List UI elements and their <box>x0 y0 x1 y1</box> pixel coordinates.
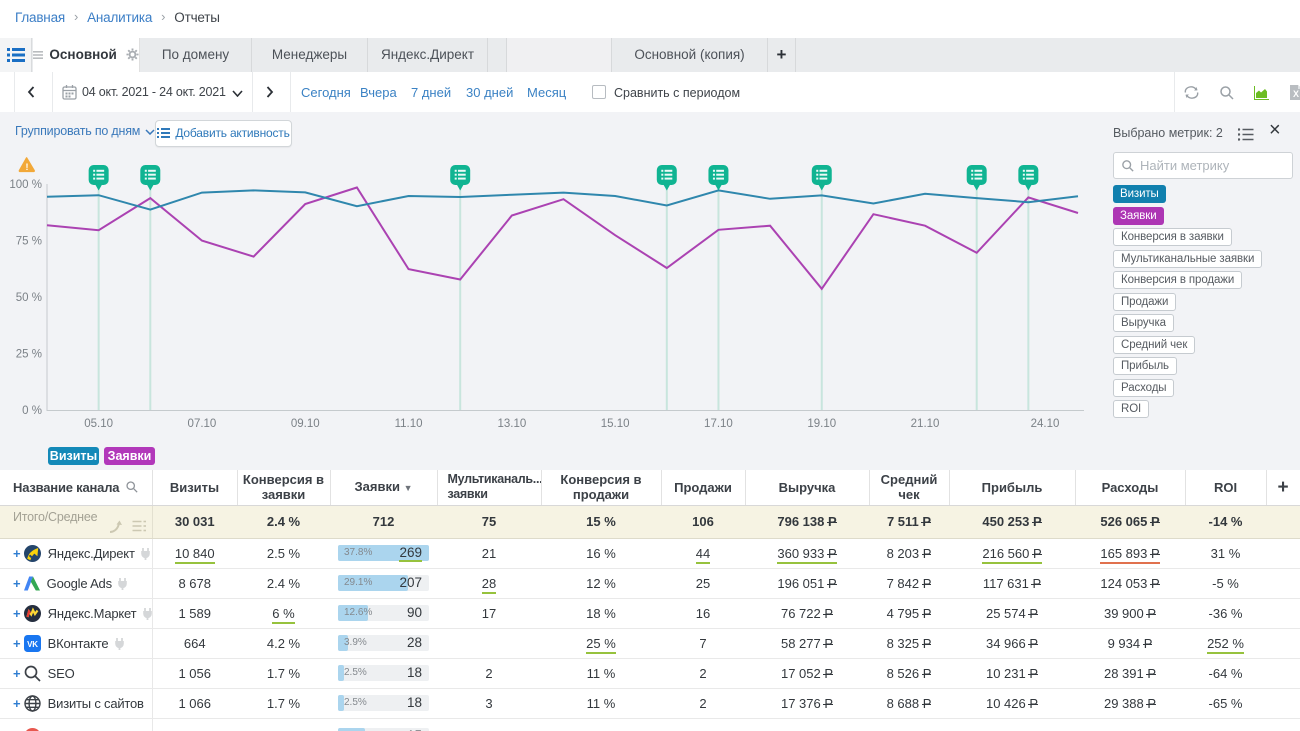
svg-text:100 %: 100 % <box>9 179 42 191</box>
svg-text:17.10: 17.10 <box>704 418 733 430</box>
svg-text:75 %: 75 % <box>16 236 42 248</box>
svg-text:0 %: 0 % <box>22 405 42 417</box>
svg-text:11.10: 11.10 <box>395 418 423 430</box>
svg-text:X: X <box>1293 89 1299 99</box>
svg-text:09.10: 09.10 <box>291 418 320 430</box>
svg-text:19.10: 19.10 <box>807 418 836 430</box>
svg-text:50 %: 50 % <box>16 292 42 304</box>
svg-text:25 %: 25 % <box>16 349 42 361</box>
svg-text:24.10: 24.10 <box>1031 418 1060 430</box>
svg-text:21.10: 21.10 <box>911 418 940 430</box>
svg-text:07.10: 07.10 <box>188 418 217 430</box>
svg-text:15.10: 15.10 <box>601 418 630 430</box>
svg-text:VK: VK <box>27 640 38 649</box>
svg-text:13.10: 13.10 <box>497 418 526 430</box>
svg-text:!: ! <box>26 162 29 172</box>
svg-text:05.10: 05.10 <box>84 418 113 430</box>
